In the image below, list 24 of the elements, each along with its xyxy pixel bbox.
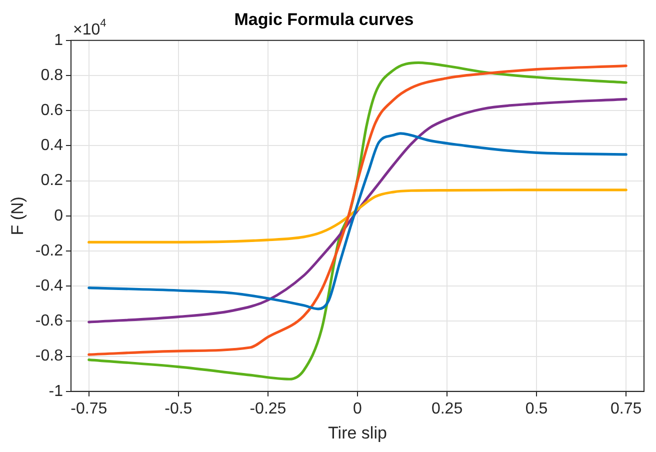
x-tick-label: -0.75 (70, 400, 108, 418)
x-tick-label: -0.25 (250, 400, 286, 418)
y-tick-label: 0.4 (40, 137, 64, 154)
y-tick-label: -1 (48, 382, 64, 400)
x-tick-label: -0.5 (164, 400, 192, 418)
y-tick-label: 0.6 (40, 102, 64, 120)
line-series (88, 98, 628, 324)
y-tick-label: 0.2 (40, 172, 64, 190)
y-tick-label: -0.8 (35, 348, 64, 365)
x-tick-label: 0.75 (610, 400, 642, 418)
x-tick-label: 0.25 (431, 400, 463, 418)
y-axis-title: F (N) (8, 196, 27, 236)
x-tick-label: 0 (353, 400, 362, 418)
x-tick-label: 0.5 (525, 400, 548, 418)
y-tick-label: 0 (54, 207, 64, 224)
y-tick-label: -0.2 (35, 242, 64, 260)
y-tick-label: 0.8 (40, 66, 64, 84)
chart-title: Magic Formula curves (234, 10, 414, 29)
y-tick-label: 1 (54, 32, 64, 49)
x-axis-title: Tire slip (328, 423, 387, 442)
y-tick-label: -0.6 (35, 312, 64, 330)
line-series (88, 188, 628, 244)
line-series (88, 132, 628, 310)
y-tick-label: -0.4 (35, 278, 64, 295)
